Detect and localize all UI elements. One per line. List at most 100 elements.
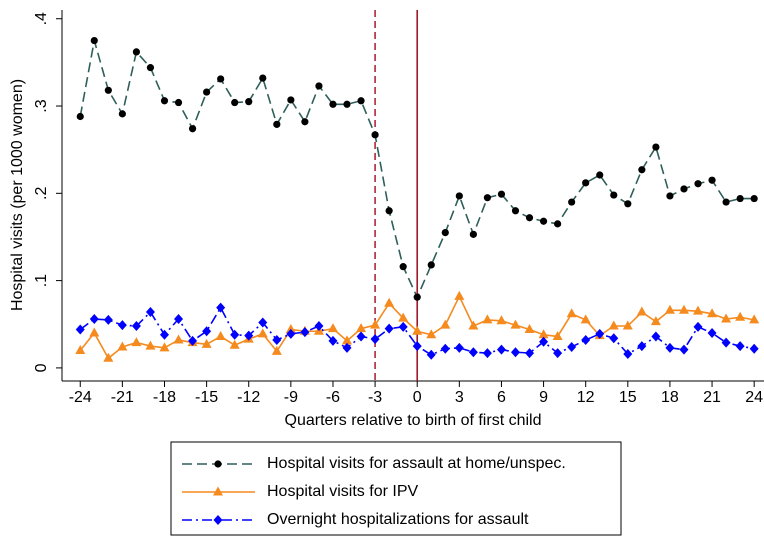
data-point — [441, 229, 449, 237]
data-point — [385, 207, 393, 215]
data-point — [750, 194, 758, 203]
data-point — [623, 348, 633, 359]
data-point — [652, 143, 660, 151]
data-point — [525, 214, 534, 222]
data-point — [117, 341, 128, 351]
data-point — [314, 321, 324, 332]
data-point — [694, 180, 702, 188]
data-point — [596, 171, 604, 179]
x-tick-label: -12 — [237, 389, 260, 406]
x-tick-label: 12 — [577, 389, 595, 406]
data-point — [370, 319, 381, 329]
data-point — [300, 327, 310, 338]
legend-label: Hospital visits for IPV — [267, 483, 418, 500]
x-tick-label: 6 — [497, 389, 506, 406]
data-point — [215, 330, 226, 340]
data-point — [678, 304, 689, 314]
data-point — [245, 98, 253, 106]
data-point — [174, 314, 184, 325]
data-point — [343, 100, 351, 108]
data-point — [145, 307, 155, 318]
x-tick-label: 24 — [745, 389, 763, 406]
data-point — [582, 179, 590, 187]
data-point — [469, 230, 477, 238]
data-point — [413, 293, 421, 301]
data-point — [735, 311, 746, 321]
x-axis-title: Quarters relative to birth of first chil… — [285, 412, 542, 429]
data-point — [638, 166, 646, 174]
data-point — [511, 207, 520, 215]
data-point — [440, 343, 450, 354]
x-tick-label: 3 — [455, 389, 464, 406]
data-point — [273, 120, 281, 128]
data-point — [707, 308, 718, 318]
data-point — [342, 335, 353, 345]
data-point — [399, 263, 407, 271]
data-point — [749, 343, 759, 354]
data-point — [103, 314, 113, 325]
data-point — [229, 339, 240, 349]
data-point — [329, 100, 337, 108]
data-point — [650, 316, 661, 326]
data-point — [384, 297, 395, 307]
data-point — [525, 348, 535, 359]
data-point — [636, 306, 647, 316]
data-point — [538, 329, 549, 339]
data-point — [595, 328, 605, 339]
data-point — [553, 348, 563, 359]
data-point — [539, 336, 549, 347]
x-tick-label: -3 — [368, 389, 382, 406]
y-tick-label: .2 — [33, 187, 50, 200]
y-tick-label: .3 — [33, 99, 50, 112]
y-tick-label: 0 — [33, 363, 50, 372]
data-point — [552, 330, 563, 340]
data-point — [371, 131, 379, 139]
data-point — [398, 312, 409, 322]
data-point — [426, 329, 437, 339]
data-point — [131, 321, 141, 332]
data-point — [203, 88, 211, 96]
data-point — [454, 342, 464, 353]
data-point — [707, 327, 717, 338]
legend-marker — [213, 486, 223, 496]
legend-label: Hospital visits for assault at home/unsp… — [267, 455, 566, 472]
data-point — [609, 333, 619, 344]
data-point — [89, 314, 99, 325]
data-point — [581, 334, 591, 345]
x-tick-label: -24 — [69, 389, 92, 406]
data-point — [315, 82, 323, 90]
data-point — [412, 341, 422, 352]
data-point — [370, 334, 380, 345]
data-point — [146, 64, 155, 72]
data-point — [258, 317, 268, 328]
data-point — [188, 125, 197, 133]
data-point — [301, 118, 309, 126]
data-point — [131, 337, 142, 347]
data-point — [680, 185, 688, 193]
data-point — [216, 302, 226, 313]
data-point — [496, 344, 506, 355]
data-point — [735, 341, 745, 352]
data-point — [384, 323, 394, 334]
legend-label: Overnight hospitalizations for assault — [267, 511, 529, 528]
data-point — [272, 334, 282, 345]
data-point — [76, 112, 84, 121]
data-point — [188, 335, 198, 346]
data-point — [202, 326, 212, 337]
data-point — [159, 342, 170, 352]
data-point — [132, 48, 141, 56]
data-point — [539, 217, 548, 225]
data-point — [483, 194, 492, 202]
data-point — [566, 308, 577, 318]
x-tick-label: 18 — [661, 389, 679, 406]
data-point — [524, 323, 535, 333]
data-point — [173, 334, 184, 344]
data-point — [651, 331, 661, 342]
data-point — [722, 198, 730, 206]
data-point — [75, 324, 85, 335]
data-point — [440, 319, 451, 329]
data-point — [568, 198, 576, 206]
x-tick-label: -15 — [195, 389, 218, 406]
x-tick-label: 9 — [539, 389, 548, 406]
data-point — [356, 331, 366, 342]
